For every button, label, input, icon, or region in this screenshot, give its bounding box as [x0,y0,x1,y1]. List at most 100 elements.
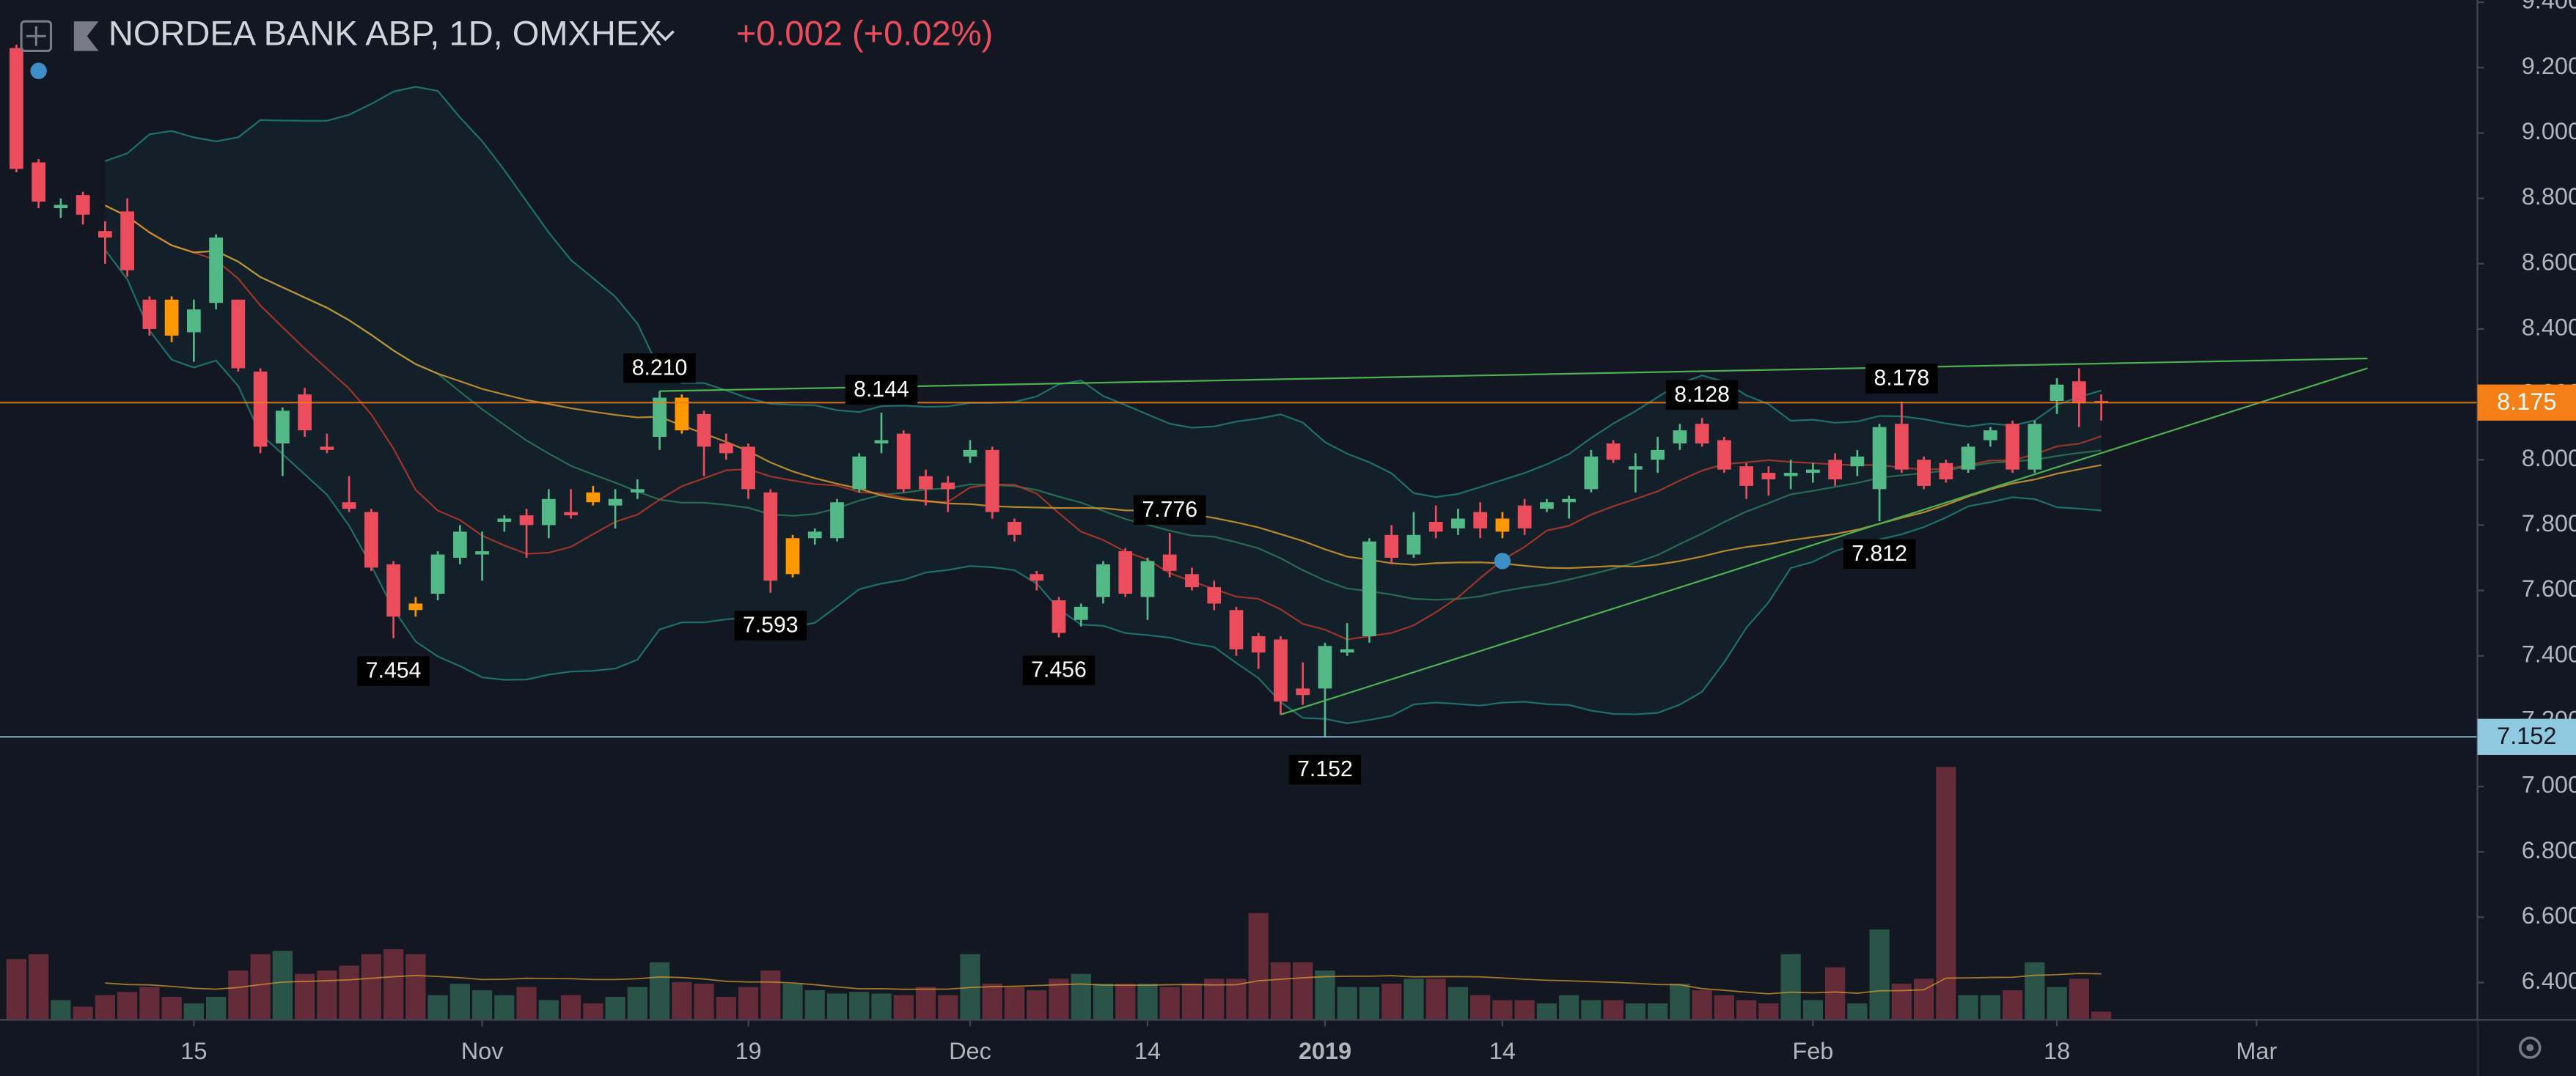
candle-body [741,446,755,490]
candle-body [320,446,334,450]
volume-bar [982,984,1002,1020]
price-annotation: 8.178 [1865,364,1938,394]
candle-body [2006,424,2019,470]
volume-ma [105,973,2102,995]
volume-bar [672,981,692,1020]
annotation-label: 7.454 [366,659,422,683]
volume-bar [1670,984,1690,1020]
y-tick-label: 9.000 [2522,118,2576,144]
annotation-box [1133,495,1206,525]
annotation-box [845,375,918,405]
volume-bar [782,984,803,1020]
x-tick-label: 18 [2044,1038,2070,1064]
candles [10,45,2108,737]
annotation-label: 7.593 [743,613,799,638]
candle-body [1917,460,1931,486]
candle-body [1207,587,1222,604]
volume-bar [6,959,26,1020]
candle-body [364,512,378,568]
candle-body [1140,561,1155,597]
candle-body [1162,554,1177,571]
add-symbol-button[interactable] [20,20,53,53]
volume-bar [51,1000,71,1020]
bollinger-fill [105,86,2102,723]
candle-body [1274,639,1288,702]
y-tick-label: 8.000 [2522,445,2576,471]
y-tick-label: 7.000 [2522,772,2576,798]
annotation-label: 7.456 [1031,658,1087,682]
price-annotation: 8.128 [1665,380,1739,410]
volume-bar [1603,1000,1623,1020]
bollinger-lower [104,249,2102,724]
x-tick-label: Feb [1792,1038,1833,1064]
volume-bar [1559,995,1579,1020]
volume-bar [1359,987,1380,1020]
candle-body [1695,424,1709,443]
candle-body [497,518,512,522]
candle-body [1495,518,1510,532]
candle-body [1761,473,1776,480]
volume-bar [694,984,714,1020]
annotation-label: 7.776 [1142,498,1197,522]
price-change: +0.002 (+0.02%) [736,14,993,53]
volume-bar [272,951,293,1020]
candle-body [186,309,201,333]
candle-body [1473,512,1488,528]
candle-body [1517,505,1532,528]
settings-button[interactable] [2519,1036,2542,1059]
volume-bar [1470,995,1491,1020]
x-tick-label: Dec [949,1038,991,1064]
volume-bar [826,993,848,1020]
candle-body [1629,466,1643,470]
volume-bar [361,954,381,1020]
volume-bar [1648,1003,1668,1020]
volume-bar [1692,990,1712,1020]
annotation-label: 8.178 [1874,366,1930,391]
x-tick-label: 2019 [1299,1038,1351,1064]
candle-body [1894,424,1909,470]
candle-body [408,603,423,611]
candle-body [1096,564,1110,597]
icon [2526,1044,2534,1052]
candle-body [120,211,134,270]
candle-body [807,531,822,539]
candle-body [653,397,667,438]
candle-body [1030,574,1044,581]
dropdown-icon[interactable] [656,30,675,42]
candle-body [1739,466,1754,486]
volume-bar [1958,995,1978,1020]
symbol-title[interactable]: NORDEA BANK ABP, 1D, OMXHEX [109,14,662,53]
candle-body [541,498,556,526]
x-tick-label: 19 [735,1038,761,1064]
price-label: 7.152 [2497,723,2556,749]
volume [6,767,2112,1020]
volume-bar [1980,995,2000,1020]
volume-bar [627,987,647,1020]
candle-body [1074,606,1088,620]
volume-bar [1403,979,1424,1020]
annotation-box [1665,380,1739,410]
volume-bar [1914,979,1934,1020]
price-annotation: 8.144 [845,375,918,405]
volume-bar [1093,984,1114,1020]
candle-body [919,476,933,490]
candle-body [1606,443,1621,460]
y-tick-label: 6.400 [2522,968,2576,994]
ma-fast [104,204,2102,641]
volume-bar [406,954,426,1020]
price-annotation: 7.152 [1288,754,1362,785]
volume-bar [471,990,493,1020]
volume-bar [2069,979,2089,1020]
candle-body [852,456,867,490]
volume-bar [73,1006,93,1020]
bollinger-upper [104,86,2102,498]
candle-body [1651,449,1665,460]
volume-bar [1492,1000,1513,1020]
volume-bar [516,987,537,1020]
candle-body [1828,460,1843,480]
volume-bar [383,949,404,1020]
volume-bar [1891,984,1912,1020]
price-label-box [2477,384,2576,421]
annotation-label: 7.812 [1852,542,1907,566]
